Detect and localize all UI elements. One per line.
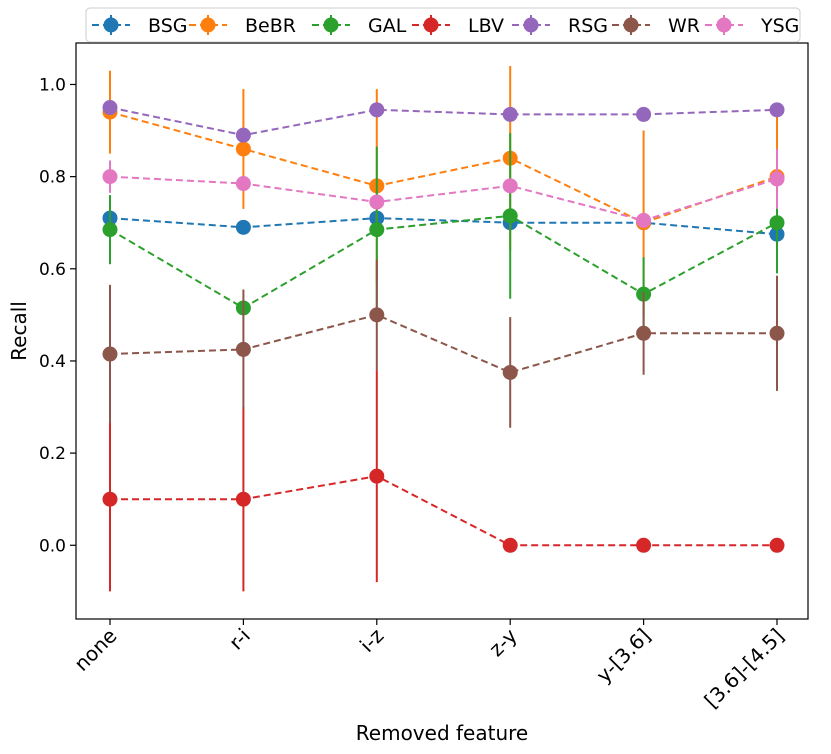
data-point xyxy=(502,208,518,224)
data-point xyxy=(235,219,251,235)
data-point xyxy=(502,364,518,380)
series-line xyxy=(109,111,778,224)
data-point xyxy=(369,222,385,238)
legend-marker xyxy=(716,17,732,33)
x-tick-label: y-[3.6] xyxy=(591,624,655,688)
data-point xyxy=(636,106,652,122)
data-point xyxy=(369,468,385,484)
data-point xyxy=(636,212,652,228)
legend-frame xyxy=(85,7,801,43)
data-point xyxy=(102,491,118,507)
data-point xyxy=(102,100,118,116)
y-tick-label: 0.8 xyxy=(39,168,66,188)
y-tick-label: 0.2 xyxy=(39,444,66,464)
data-point xyxy=(769,215,785,231)
data-point xyxy=(769,171,785,187)
x-tick-label: [3.6]-[4.5] xyxy=(699,624,788,713)
x-axis-ticks: none r-i i-z z-y y-[3.6] [3.6]-[4.5] xyxy=(69,619,789,713)
legend-label: WR xyxy=(668,15,700,37)
legend-marker xyxy=(423,17,439,33)
legend-label: BeBR xyxy=(245,15,296,37)
data-point xyxy=(369,307,385,323)
data-point xyxy=(235,341,251,357)
legend-item-gal: GAL xyxy=(312,15,407,37)
legend-marker xyxy=(623,17,639,33)
series-layer xyxy=(102,66,785,592)
x-tick-label: none xyxy=(69,624,121,676)
series-ysg xyxy=(102,148,785,228)
legend-label: GAL xyxy=(368,15,407,37)
data-point xyxy=(769,537,785,553)
data-point xyxy=(369,194,385,210)
series-rsg xyxy=(102,100,785,143)
legend-label: YSG xyxy=(760,15,799,37)
series-line xyxy=(109,175,778,222)
data-point xyxy=(769,325,785,341)
data-point xyxy=(636,537,652,553)
legend-marker xyxy=(200,17,216,33)
legend-item-bebr: BeBR xyxy=(189,15,296,37)
data-point xyxy=(636,325,652,341)
legend: BSG BeBR GAL LBV RSG WR YSG xyxy=(85,7,801,43)
legend-label: BSG xyxy=(148,15,187,37)
data-point xyxy=(235,141,251,157)
y-tick-label: 0.6 xyxy=(39,260,66,280)
y-tick-label: 1.0 xyxy=(39,75,66,95)
legend-label: RSG xyxy=(568,15,608,37)
data-point xyxy=(769,102,785,118)
series-lbv xyxy=(102,370,785,592)
x-tick-label: z-y xyxy=(484,623,522,661)
x-tick-label: r-i xyxy=(224,624,255,655)
y-tick-label: 0.0 xyxy=(39,536,66,556)
series-gal xyxy=(102,132,785,331)
legend-marker xyxy=(323,17,339,33)
data-point xyxy=(102,346,118,362)
data-point xyxy=(102,222,118,238)
data-point xyxy=(235,491,251,507)
y-axis-ticks: 0.0 0.2 0.4 0.6 0.8 1.0 xyxy=(39,75,76,556)
data-point xyxy=(502,106,518,122)
legend-item-wr: WR xyxy=(612,15,700,37)
legend-marker xyxy=(523,17,539,33)
series-line xyxy=(109,217,778,236)
x-tick-label: i-z xyxy=(355,624,388,657)
legend-item-rsg: RSG xyxy=(512,15,608,37)
legend-label: LBV xyxy=(468,15,504,37)
series-line xyxy=(109,313,777,374)
legend-marker xyxy=(103,17,119,33)
plot-area xyxy=(75,42,809,620)
data-point xyxy=(502,178,518,194)
series-line xyxy=(109,214,778,310)
y-tick-label: 0.4 xyxy=(39,352,66,372)
legend-item-ysg: YSG xyxy=(705,15,799,37)
legend-item-bsg: BSG xyxy=(92,15,187,37)
data-point xyxy=(102,169,118,185)
data-point xyxy=(369,102,385,118)
data-point xyxy=(235,127,251,143)
series-wr xyxy=(102,259,785,428)
axes-frame xyxy=(75,42,809,620)
data-point xyxy=(502,537,518,553)
series-line xyxy=(109,106,778,137)
legend-item-lbv: LBV xyxy=(412,15,504,37)
data-point xyxy=(235,176,251,192)
x-axis-label: Removed feature xyxy=(356,721,528,745)
series-line xyxy=(110,475,777,547)
y-axis-label: Recall xyxy=(7,301,31,361)
